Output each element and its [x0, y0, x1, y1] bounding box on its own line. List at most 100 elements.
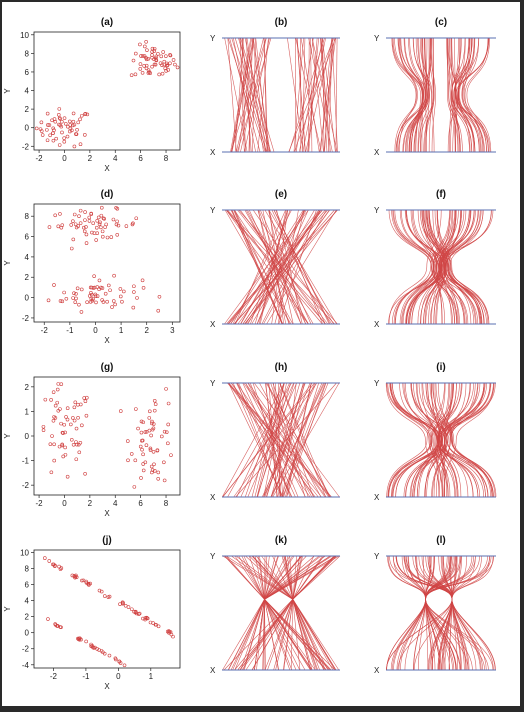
data-point — [80, 578, 84, 583]
data-point — [73, 575, 77, 580]
x-tick-label: 4 — [113, 499, 118, 508]
data-point — [58, 625, 63, 629]
panel-title: (f) — [436, 189, 446, 200]
data-point — [43, 556, 47, 560]
data-point — [68, 119, 72, 124]
panel-title: (l) — [436, 535, 445, 546]
data-point — [62, 422, 67, 427]
data-point — [62, 290, 66, 295]
polyline — [252, 209, 333, 325]
data-point — [122, 663, 127, 668]
polyline — [408, 209, 475, 325]
data-point — [74, 457, 79, 462]
data-point — [95, 285, 100, 289]
polyline — [295, 37, 314, 153]
data-point — [53, 213, 58, 218]
data-point — [131, 221, 135, 226]
data-point — [78, 441, 83, 445]
y-axis-label: Y — [3, 88, 12, 94]
data-point — [171, 58, 176, 62]
data-point — [147, 409, 152, 414]
polyline — [429, 209, 484, 325]
polyline — [405, 209, 470, 325]
polyline-set — [386, 555, 496, 671]
data-point — [140, 71, 145, 75]
data-point — [152, 408, 157, 413]
data-point — [114, 222, 119, 227]
data-point — [151, 422, 156, 426]
polyline — [238, 382, 293, 498]
data-point — [46, 298, 51, 303]
data-point — [140, 54, 145, 58]
data-point — [71, 416, 75, 420]
x-tick-label: 3 — [170, 326, 175, 335]
data-point — [49, 398, 53, 402]
data-point — [73, 300, 78, 305]
data-point — [89, 212, 93, 216]
x-tick-label: 6 — [138, 499, 143, 508]
data-point — [156, 476, 160, 481]
y-tick-label: 2 — [25, 273, 30, 282]
polyline — [413, 382, 495, 498]
polyline — [274, 209, 305, 325]
data-point — [141, 468, 146, 473]
polyline — [393, 209, 469, 325]
y-tick-label: -2 — [22, 142, 30, 151]
y-tick-label: 4 — [25, 253, 30, 262]
polyline-set — [224, 209, 338, 325]
data-point — [60, 223, 65, 227]
panel-i: (i) Y X — [374, 362, 497, 502]
data-point — [168, 52, 172, 57]
y-tick-label: 6 — [25, 68, 30, 77]
data-point — [138, 444, 143, 449]
data-point — [155, 448, 160, 453]
data-point — [59, 382, 64, 386]
data-point — [147, 416, 152, 420]
bottom-axis-label: X — [210, 493, 216, 502]
data-point — [140, 447, 144, 452]
data-point — [71, 119, 76, 124]
data-point — [150, 470, 154, 475]
y-tick-label: 1 — [25, 407, 30, 416]
polyline — [261, 209, 321, 325]
polyline — [307, 37, 319, 153]
polyline — [388, 209, 458, 325]
x-axis-label: X — [104, 164, 110, 173]
polyline — [226, 209, 326, 325]
data-point — [156, 52, 160, 56]
panel-title: (b) — [275, 17, 288, 28]
x-tick-label: 6 — [138, 154, 143, 163]
polyline — [245, 382, 327, 498]
polyline — [227, 209, 323, 325]
polyline — [244, 209, 338, 325]
data-point — [83, 133, 87, 137]
y-axis-label: Y — [3, 606, 12, 612]
data-point — [48, 442, 53, 446]
data-point — [144, 430, 149, 434]
data-point — [84, 225, 88, 229]
data-point — [74, 132, 78, 136]
data-point — [43, 397, 48, 402]
polyline — [248, 37, 253, 153]
top-axis-label: Y — [374, 379, 380, 388]
data-point — [148, 446, 153, 451]
polyline — [282, 382, 329, 498]
polyline-set — [221, 382, 340, 498]
polyline — [300, 37, 320, 153]
polyline — [268, 382, 278, 498]
polyline — [450, 37, 479, 153]
data-point — [57, 143, 62, 147]
panel-k: (k) Y X — [210, 535, 341, 675]
polyline — [271, 382, 323, 498]
data-point — [60, 299, 65, 304]
x-tick-label: -1 — [82, 672, 90, 681]
data-point — [72, 291, 76, 296]
data-point — [52, 128, 56, 132]
polyline — [288, 37, 335, 153]
polyline — [441, 555, 461, 671]
panel-f: (f) Y X — [374, 189, 496, 329]
polyline — [404, 37, 426, 153]
data-point — [75, 286, 80, 291]
data-point — [144, 63, 149, 68]
data-point — [148, 448, 153, 452]
